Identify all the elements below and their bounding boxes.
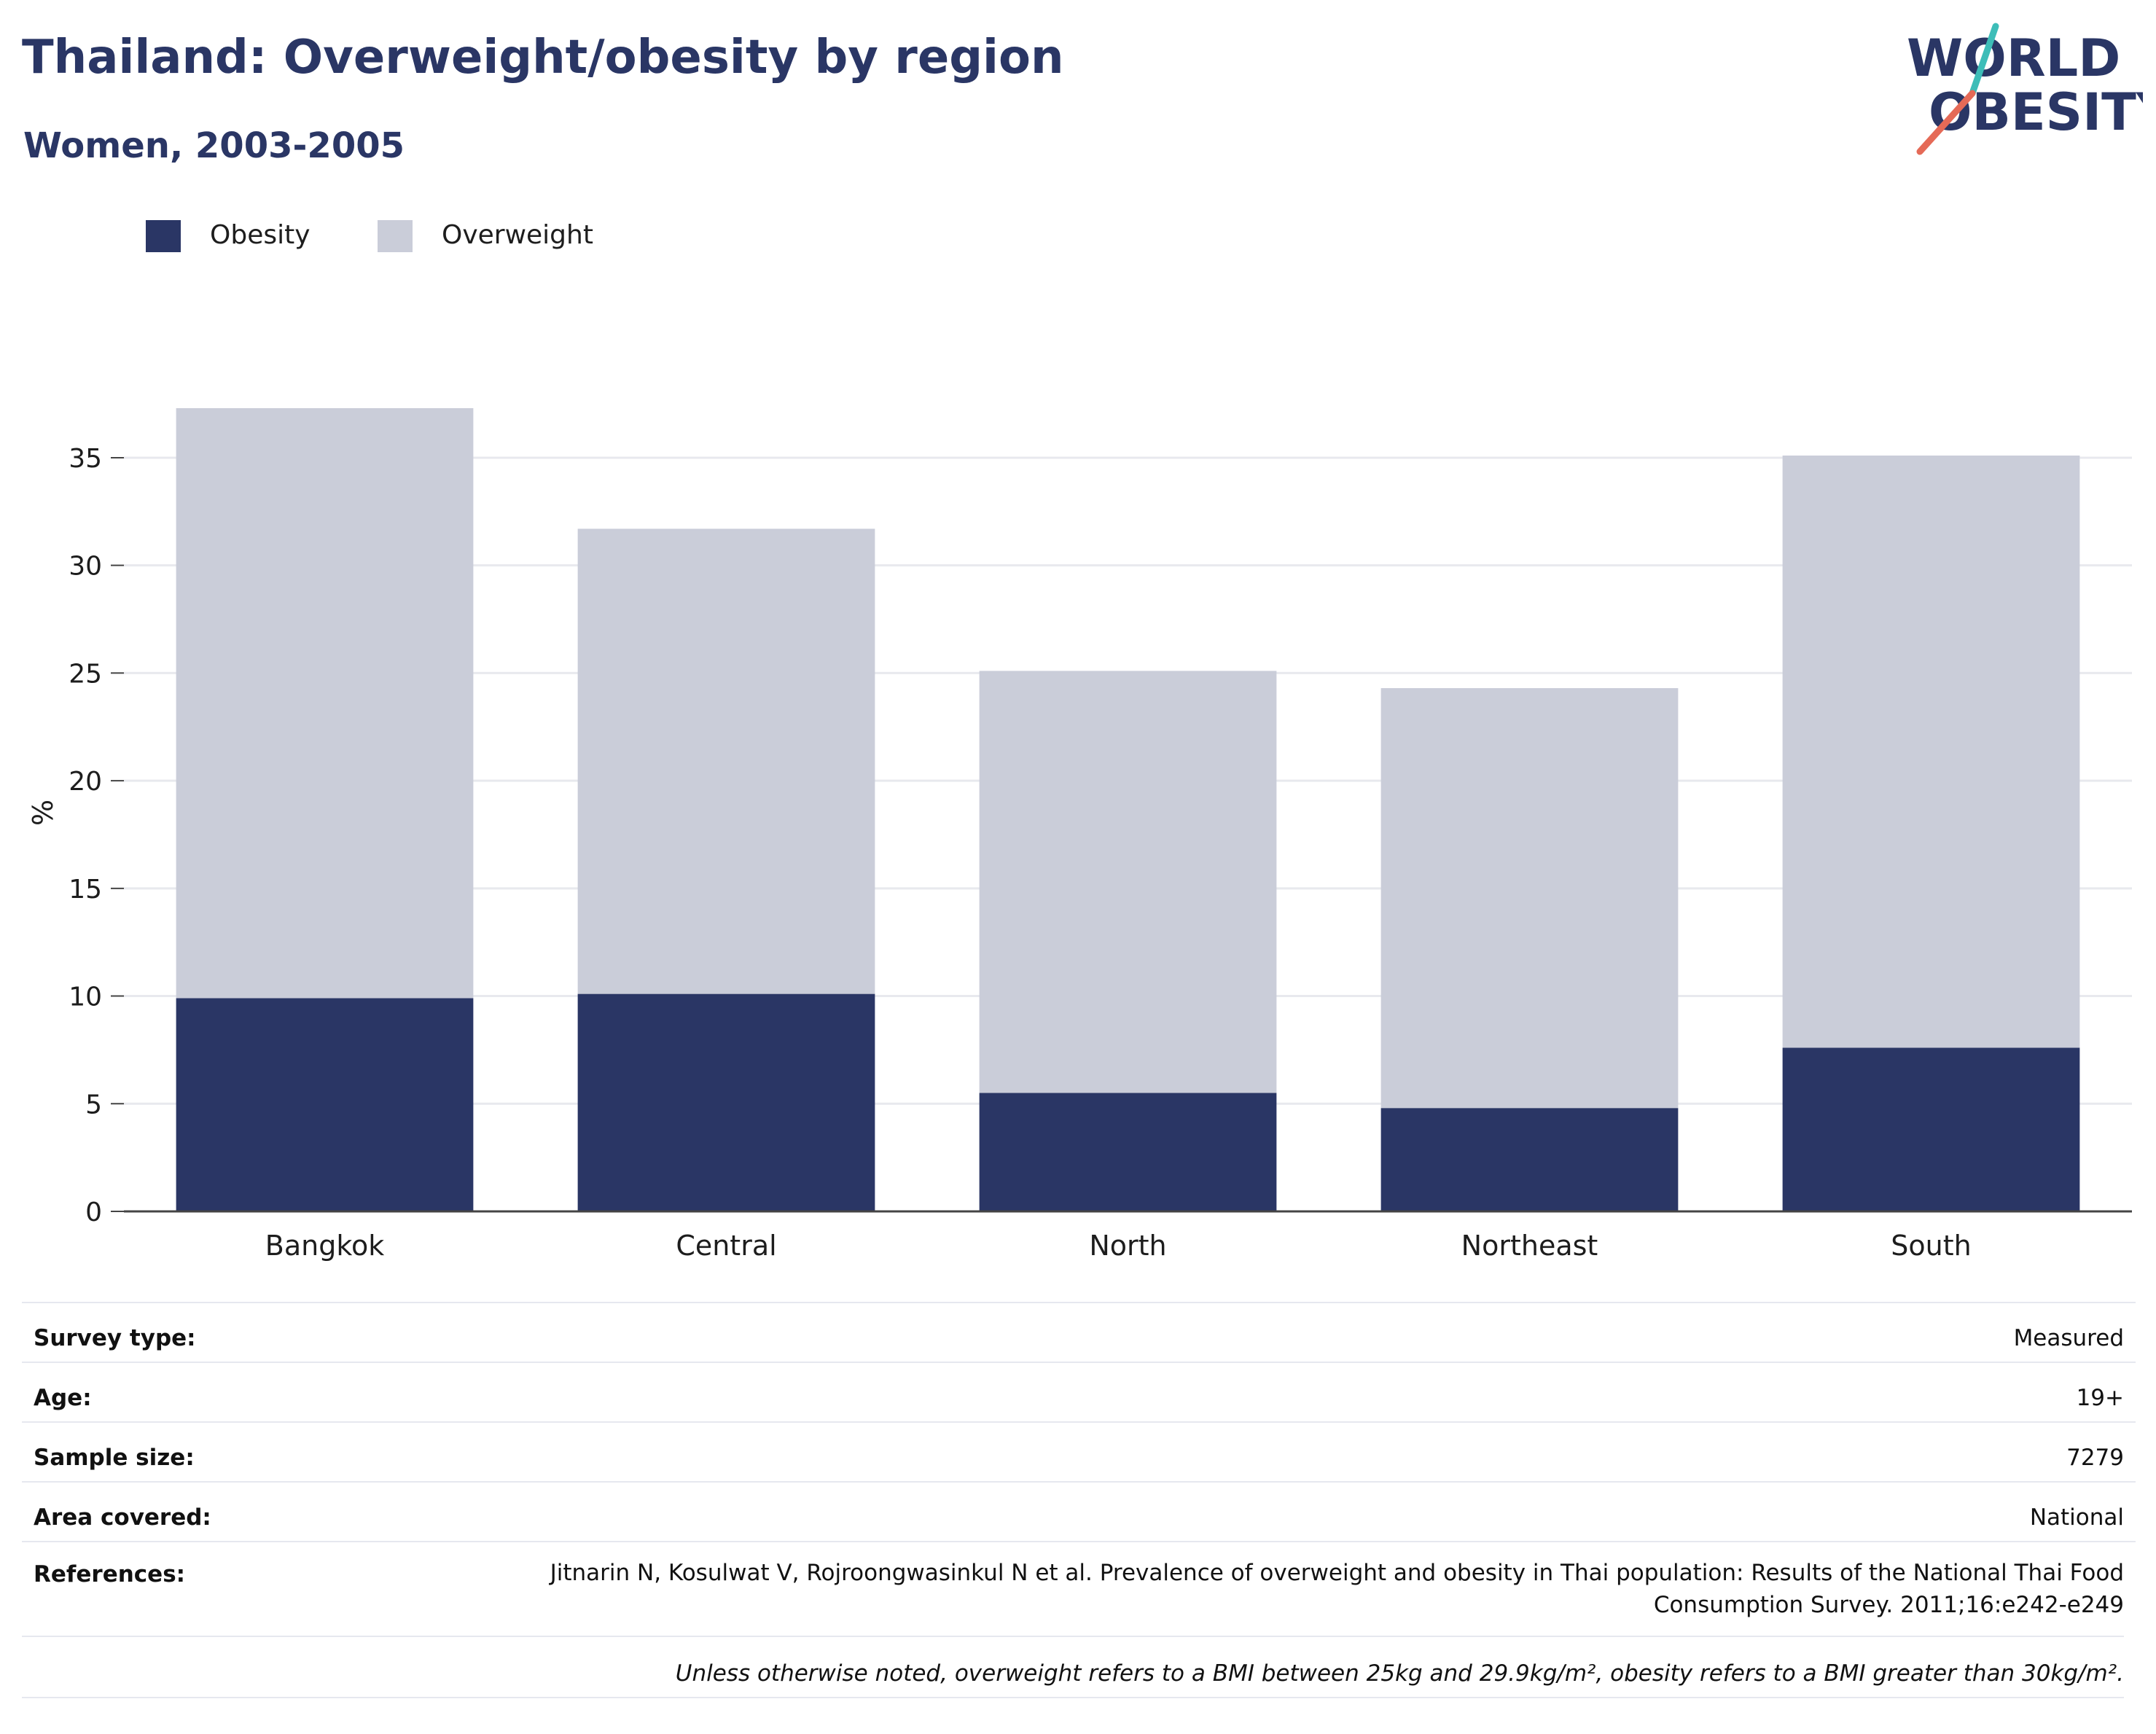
x-tick-label: Central: [676, 1230, 776, 1262]
bar-overweight-central: [577, 528, 875, 994]
bar-obesity-south: [1782, 1047, 2080, 1211]
info-key: Age:: [34, 1385, 92, 1411]
chart-subtitle: Women, 2003-2005: [23, 125, 405, 166]
bar-overweight-north: [979, 671, 1277, 1093]
info-key: Area covered:: [34, 1504, 211, 1531]
logo-slash-coral: [1916, 90, 1976, 155]
y-tick-label: 30: [69, 552, 102, 582]
y-axis-label: %: [27, 800, 59, 826]
survey-info-table: Survey type: Measured Age: 19+ Sample si…: [22, 1302, 2136, 1634]
y-tick-label: 35: [69, 444, 102, 474]
info-row-age: Age: 19+: [22, 1362, 2136, 1421]
bar-obesity-northeast: [1380, 1108, 1679, 1211]
x-tick-label: Bangkok: [265, 1230, 384, 1262]
legend-label-obesity: Obesity: [210, 220, 310, 250]
info-row-area-covered: Area covered: National: [22, 1481, 2136, 1541]
logo-slash-teal: [1969, 23, 1999, 97]
info-value: National: [2029, 1504, 2124, 1531]
bar-obesity-north: [979, 1093, 1277, 1211]
info-value: 7279: [2066, 1445, 2124, 1471]
info-row-survey-type: Survey type: Measured: [22, 1302, 2136, 1362]
stacked-bar-chart: 0 5 10 15 20 25 30 35% Bangkok Central North Northe…: [27, 408, 2132, 1262]
bar-overweight-northeast: [1380, 688, 1679, 1109]
bmi-footnote: Unless otherwise noted, overweight refer…: [22, 1636, 2124, 1698]
y-tick-label: 10: [69, 983, 102, 1012]
y-tick-label: 5: [85, 1090, 102, 1120]
info-row-sample-size: Sample size: 7279: [22, 1421, 2136, 1481]
y-tick-label: 20: [69, 767, 102, 797]
info-key: Survey type:: [34, 1325, 196, 1351]
logo-text-obesity: OBESITY: [1929, 82, 2143, 142]
bar-obesity-central: [577, 993, 875, 1211]
chart-title: Thailand: Overweight/obesity by region: [22, 31, 1064, 85]
y-tick-label: 25: [69, 659, 102, 689]
legend-label-overweight: Overweight: [442, 220, 593, 250]
world-obesity-logo: WORLD OBESITY: [1907, 23, 2143, 155]
legend-swatch-overweight: [378, 220, 413, 252]
legend-swatch-obesity: [146, 220, 181, 252]
x-tick-label: Northeast: [1461, 1230, 1598, 1262]
info-row-references: References: Jitnarin N, Kosulwat V, Rojr…: [22, 1541, 2136, 1634]
info-value: Measured: [2013, 1325, 2124, 1351]
y-tick-label: 0: [85, 1198, 102, 1227]
bar-overweight-bangkok: [176, 408, 474, 999]
logo-text-world: WORLD: [1907, 28, 2120, 88]
x-tick-label: North: [1089, 1230, 1166, 1262]
info-key: References:: [34, 1561, 186, 1587]
bar-overweight-south: [1782, 455, 2080, 1048]
y-tick-label: 15: [69, 875, 102, 905]
info-value-reference: Jitnarin N, Kosulwat V, Rojroongwasinkul…: [550, 1560, 2124, 1618]
x-tick-label: South: [1891, 1230, 1971, 1262]
info-value: 19+: [2076, 1385, 2124, 1411]
info-key: Sample size:: [34, 1445, 195, 1471]
bar-obesity-bangkok: [176, 998, 474, 1211]
